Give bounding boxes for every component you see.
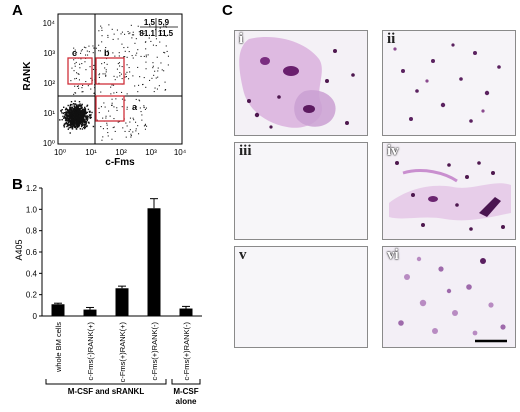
group-label: M-CSF alone	[173, 387, 198, 406]
gate-b-label: b	[104, 48, 110, 58]
flow-ylabel: RANK	[22, 61, 33, 91]
flow-ytick-1: 10¹	[43, 109, 55, 118]
gate-a-label: a	[132, 102, 138, 112]
micrograph-v-label: v	[239, 247, 247, 263]
bar	[147, 208, 161, 316]
flow-xtick-0: 10⁰	[54, 148, 66, 157]
bar-xlabels: whole BM cells c-Fms(-)RANK(+) c-Fms(+)RAN…	[54, 322, 191, 383]
micrograph-i-image	[235, 31, 367, 135]
group-bracket	[171, 379, 201, 385]
gate-c-box	[67, 57, 93, 85]
bar-category-label: c-Fms(+)RANK(-)	[150, 322, 159, 381]
flow-ytick-0: 10⁰	[43, 139, 55, 148]
micrograph-iv: iv	[382, 142, 516, 240]
micrograph-vi: vi	[382, 246, 516, 348]
bar	[51, 304, 65, 316]
micrograph-i: i	[234, 30, 368, 136]
micrograph-iv-image	[383, 143, 515, 239]
bar	[179, 308, 193, 316]
bar-ylabel: A405	[14, 239, 24, 260]
gate-c-label: c	[72, 48, 77, 58]
bar	[115, 288, 129, 316]
flow-ytick-4: 10⁴	[43, 19, 56, 28]
flow-ytick-2: 10²	[43, 79, 55, 88]
flow-ytick-3: 10³	[43, 49, 55, 58]
micrograph-iv-label: iv	[387, 143, 399, 159]
bar-ytick-label: 0.2	[26, 291, 38, 300]
micrograph-iii: iii	[234, 142, 368, 240]
bar-category-label: c-Fms(-)RANK(+)	[86, 322, 95, 381]
panel-a-letter: A	[12, 2, 23, 19]
bar-category-label: c-Fms(+)RANK(+)	[118, 322, 127, 383]
quadrant-ll: 81.1	[139, 29, 155, 38]
flow-xtick-1: 10¹	[85, 148, 97, 157]
bar-ytick-label: 1.0	[26, 205, 38, 214]
bar-ytick-label: 0.4	[26, 269, 38, 278]
panel-b-letter: B	[12, 176, 23, 193]
bar-ytick-label: 0.6	[26, 248, 38, 257]
bar	[83, 309, 97, 316]
flow-xtick-2: 10²	[115, 148, 127, 157]
bar-groups: M-CSF and sRANKL M-CSF alone	[45, 379, 201, 406]
panel-c-letter: C	[222, 2, 233, 19]
group-label: M-CSF and sRANKL	[68, 387, 145, 396]
gate-a-box	[95, 95, 125, 122]
bar-marks	[51, 198, 193, 316]
bar-category-label: c-Fms(+)RANK(-)	[182, 322, 191, 381]
flow-x-ticks: 10⁰ 10¹ 10² 10³ 10⁴	[54, 148, 187, 157]
bar-yticks: 0 0.2 0.4 0.6 0.8 1.0 1.2	[26, 184, 42, 321]
micrograph-ii-image	[383, 31, 515, 135]
flow-y-ticks: 10⁰ 10¹ 10² 10³ 10⁴	[43, 19, 56, 148]
gate-b-box	[95, 57, 125, 85]
micrograph-iii-label: iii	[239, 143, 252, 159]
bar-category-label: whole BM cells	[54, 322, 63, 373]
quadrant-ul: 1.5	[144, 18, 156, 27]
quadrant-ur: 5.9	[158, 18, 170, 27]
micrograph-i-label: i	[239, 31, 244, 47]
micrograph-vi-label: vi	[387, 247, 399, 263]
group-bracket	[45, 379, 167, 385]
micrograph-ii: ii	[382, 30, 516, 136]
bar-ytick-label: 0.8	[26, 227, 38, 236]
micrograph-v: v	[234, 246, 368, 348]
bar-ytick-label: 0	[33, 312, 38, 321]
flow-cytometry-plot: RANK 10⁰ 10¹ 10² 10³ 10⁴ c b a 1.5 5.9 8…	[22, 13, 187, 166]
micrograph-vi-image	[383, 247, 515, 347]
bar-chart: A405 0 0.2 0.4 0.6 0.8 1.0 1.2 whole BM cells c…	[14, 184, 202, 406]
flow-dots	[59, 24, 169, 141]
quadrant-percentages: 1.5 5.9 81.1 11.5	[139, 18, 178, 38]
flow-xlabel: c-Fms	[105, 157, 135, 166]
flow-xtick-4: 10⁴	[174, 148, 187, 157]
bar-ytick-label: 1.2	[26, 184, 38, 193]
flow-xtick-3: 10³	[145, 148, 157, 157]
micrograph-ii-label: ii	[387, 31, 396, 47]
quadrant-lr: 11.5	[158, 29, 174, 38]
